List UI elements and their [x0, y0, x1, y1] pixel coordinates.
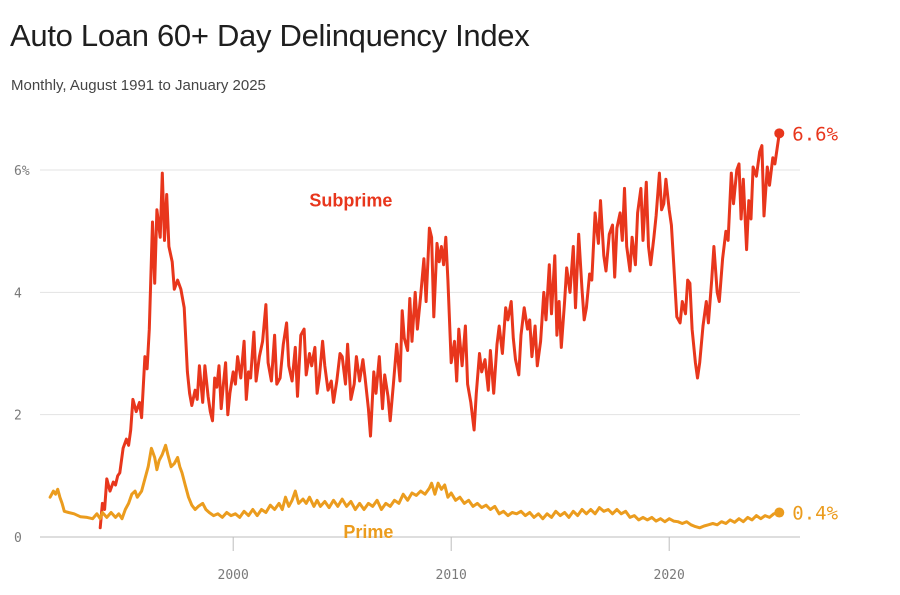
prime-end-label: 0.4%: [792, 503, 838, 525]
x-tick-label: 2000: [218, 568, 249, 583]
prime-series-label: Prime: [343, 522, 393, 542]
subprime-series-label: Subprime: [309, 191, 392, 211]
gridlines: 0 2 4 6%: [14, 164, 800, 546]
y-tick-label: 4: [14, 286, 22, 301]
prime-end-dot: [774, 507, 785, 518]
chart-title: Auto Loan 60+ Day Delinquency Index: [10, 18, 530, 53]
series-labels: 6.6% Subprime 0.4% Prime: [309, 123, 838, 542]
y-tick-label: 6%: [14, 164, 30, 179]
x-axis: 2000 2010 2020: [40, 536, 800, 583]
y-tick-label: 2: [14, 409, 22, 424]
subprime-end-dot: [774, 128, 785, 139]
prime-series-line: [48, 443, 781, 530]
x-tick-label: 2020: [654, 568, 685, 583]
subprime-series-line: [98, 131, 781, 530]
y-tick-label: 0: [14, 531, 22, 546]
x-tick-label: 2010: [436, 568, 467, 583]
chart-subtitle: Monthly, August 1991 to January 2025: [11, 77, 266, 94]
series-lines: [48, 128, 785, 530]
subprime-end-label: 6.6%: [792, 123, 838, 145]
